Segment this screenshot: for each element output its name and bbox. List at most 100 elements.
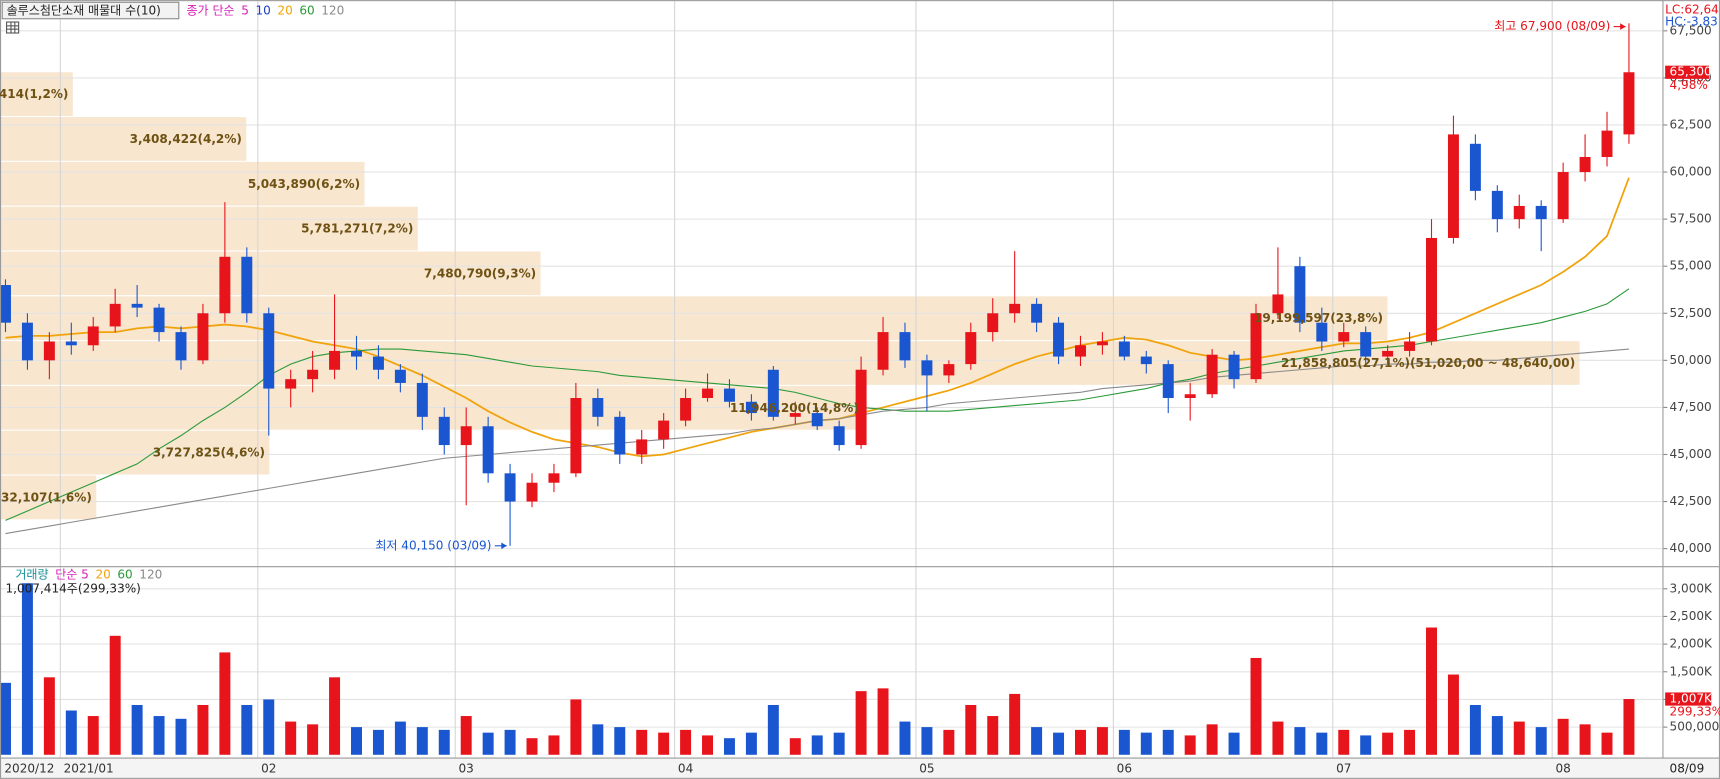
candle-body	[745, 401, 757, 414]
profile-band	[0, 117, 247, 161]
high-arrow-head	[1620, 23, 1626, 30]
volume-bar	[811, 735, 823, 755]
volume-legend-entry: 단순 5	[55, 567, 89, 581]
volume-bar	[987, 716, 999, 755]
candle-body	[87, 326, 99, 346]
candle-body	[1031, 303, 1043, 323]
candle-body	[877, 332, 889, 370]
x-tick-label: 2020/12	[4, 762, 54, 776]
candle-body	[460, 426, 472, 446]
volume-bar	[636, 729, 648, 755]
candle-body	[965, 332, 977, 365]
volume-bar	[197, 704, 209, 755]
profile-label: 5,043,890(6,2%)	[248, 177, 360, 191]
candle-body	[241, 256, 253, 314]
y-tick-label: 67,500	[1670, 23, 1712, 37]
volume-bar	[416, 727, 428, 755]
ma-legend-entry: 60	[299, 4, 314, 18]
volume-bar	[1184, 735, 1196, 755]
title-button[interactable]	[1, 1, 180, 20]
chart-title[interactable]: 솔루스첨단소재 매물대 수(10)	[7, 4, 161, 18]
volume-bar	[833, 732, 845, 755]
volume-bar	[855, 691, 867, 755]
ma-line	[5, 288, 1630, 521]
candle-body	[351, 350, 362, 357]
profile-label: 7,480,790(9,3%)	[424, 266, 536, 280]
volume-legend-title: 거래량	[15, 567, 48, 581]
y-tick-label: 500,000	[1670, 720, 1720, 734]
volume-bar	[1206, 724, 1218, 755]
candle-body	[548, 473, 560, 483]
candle-body	[307, 369, 319, 380]
volume-bar	[241, 704, 253, 755]
volume-bar	[789, 738, 801, 755]
volume-bar	[219, 652, 231, 755]
volume-bar	[614, 727, 626, 755]
x-tick-label: 04	[678, 762, 693, 776]
candle-body	[416, 382, 428, 417]
profile-band	[0, 475, 97, 520]
y-tick-label: 2,500K	[1670, 609, 1713, 623]
candle-body	[1009, 303, 1021, 314]
candle-body	[702, 388, 714, 398]
volume-bar	[1557, 718, 1569, 755]
x-tick-label: 05	[919, 762, 934, 776]
candle-body	[372, 356, 384, 370]
last-price-label: 65,300	[1670, 65, 1712, 79]
volume-bar	[526, 738, 538, 755]
volume-bar	[1053, 732, 1065, 755]
profile-label: 3,408,422(4,2%)	[130, 132, 242, 146]
candle-body	[1601, 130, 1613, 157]
volume-bar	[1382, 732, 1394, 755]
candle-body	[131, 303, 143, 308]
profile-label: 3,727,825(4,6%)	[153, 446, 265, 460]
y-tick-label: 50,000	[1670, 353, 1712, 367]
candle-body	[438, 416, 450, 446]
candle-body	[899, 332, 911, 361]
ma-legend-entry: 20	[277, 4, 292, 18]
x-tick-label: 08	[1555, 762, 1570, 776]
ma-legend-entry: 120	[321, 4, 344, 18]
volume-bar	[1338, 729, 1350, 755]
x-tick-label: 02	[261, 762, 276, 776]
change-label: 4,98%	[1670, 78, 1708, 92]
volume-bar	[1009, 693, 1021, 755]
volume-bar	[131, 704, 143, 755]
candle-body	[1513, 205, 1525, 220]
grid	[0, 0, 1668, 779]
y-tick-label: 47,500	[1670, 400, 1712, 414]
candle-body	[504, 473, 516, 502]
candle-body	[1623, 72, 1635, 135]
volume-bar	[965, 704, 977, 755]
last-price-box	[1665, 65, 1710, 79]
candle-body	[1360, 332, 1372, 357]
candle-body	[811, 413, 823, 427]
volume-bar	[394, 721, 406, 755]
candle-body	[1206, 354, 1218, 395]
y-tick-label: 45,000	[1670, 447, 1712, 461]
volume-bar	[1096, 727, 1108, 755]
volume-bar	[21, 583, 33, 755]
candle-body	[1294, 266, 1306, 323]
candle-body	[0, 285, 11, 323]
candle-body	[636, 439, 648, 455]
candle-body	[1426, 237, 1437, 342]
volume-bar	[1623, 699, 1635, 755]
candle-body	[65, 341, 77, 346]
profile-band	[0, 296, 1388, 341]
volume-bar	[1162, 729, 1174, 755]
table-icon[interactable]	[6, 21, 20, 34]
volume-bar	[438, 729, 450, 755]
ma-legend-entry: 10	[255, 4, 270, 18]
candle-body	[1096, 341, 1108, 346]
candle-body	[43, 341, 55, 361]
x-axis-band	[0, 758, 1720, 779]
volume-bar	[723, 738, 735, 755]
candle-body	[987, 313, 999, 333]
candle-body	[1075, 345, 1086, 357]
y-tick-label: 1,500K	[1670, 664, 1713, 678]
volume-bar	[87, 716, 99, 755]
profile-band	[0, 430, 270, 475]
